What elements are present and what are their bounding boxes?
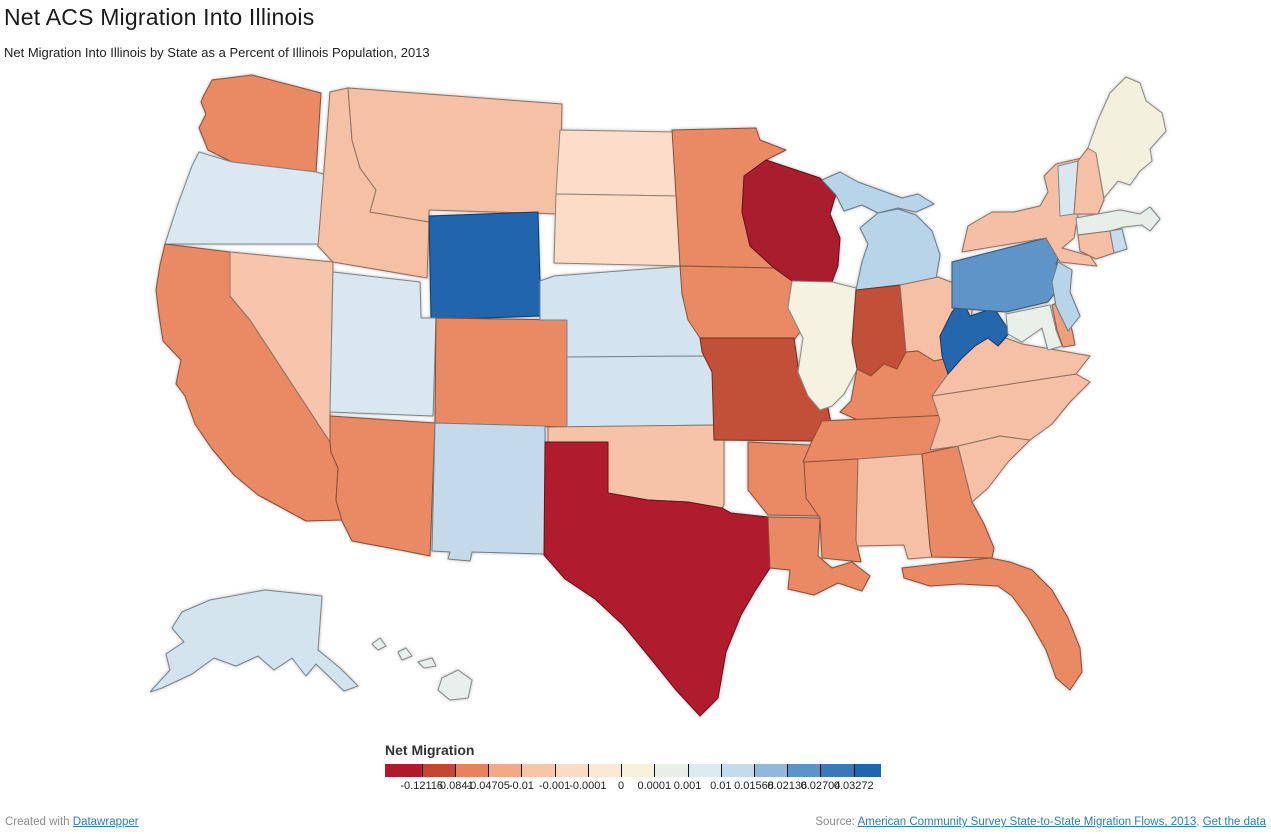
state-AZ[interactable] <box>329 415 436 557</box>
legend-tick-label: -0.12115 <box>400 780 444 792</box>
us-choropleth-map <box>150 74 1167 717</box>
legend-tick-label: -0.0001 <box>569 780 607 792</box>
legend-tick-label: 0.01 <box>710 780 732 792</box>
legend-tick-label: -0.01 <box>508 780 534 792</box>
legend-tick <box>587 764 589 777</box>
state-WY[interactable] <box>428 211 542 321</box>
legend-tick-label: 0.0001 <box>637 780 672 792</box>
legend-tick <box>720 764 722 777</box>
state-AK[interactable] <box>150 589 359 693</box>
state-UT[interactable] <box>329 271 437 417</box>
state-WI[interactable] <box>741 159 841 283</box>
state-NJ[interactable] <box>1051 261 1081 332</box>
legend-tick-label: 0.02704 <box>800 780 841 792</box>
state-MD[interactable] <box>1005 304 1063 351</box>
state-FL[interactable] <box>901 557 1083 691</box>
state-CO[interactable] <box>434 317 568 428</box>
legend-gradient <box>385 764 881 777</box>
legend-tick <box>687 764 689 777</box>
source-line: Source: American Community Survey State-… <box>815 816 1266 828</box>
attribution: Created with Datawrapper <box>5 816 139 828</box>
state-MT[interactable] <box>347 87 563 223</box>
state-IN[interactable] <box>851 284 907 377</box>
state-NC[interactable] <box>929 373 1091 451</box>
legend-tick <box>521 764 523 777</box>
state-KS[interactable] <box>566 355 718 428</box>
state-CT[interactable] <box>1077 230 1115 260</box>
legend-tick <box>454 764 456 777</box>
source-separator: , <box>1196 816 1203 828</box>
state-AL[interactable] <box>855 453 933 560</box>
chart-subtitle: Net Migration Into Illinois by State as … <box>4 45 430 60</box>
legend-tick-label: -0.0841 <box>436 780 474 792</box>
state-ME[interactable] <box>1087 76 1167 199</box>
legend-tick-label: 0.001 <box>673 780 702 792</box>
legend-tick <box>488 764 490 777</box>
chart-header: Net ACS Migration Into Illinois Net Migr… <box>4 4 430 60</box>
states-group <box>150 74 1167 717</box>
state-MI-upper-peninsula[interactable] <box>821 171 935 214</box>
legend-tick <box>654 764 656 777</box>
datawrapper-link[interactable]: Datawrapper <box>72 816 139 828</box>
legend-tick <box>754 764 756 777</box>
chart-footer: Created with Datawrapper Source: America… <box>0 816 1271 828</box>
state-IA[interactable] <box>679 265 801 341</box>
map-legend: Net Migration -0.12115 -0.0841 -0.04705 -0.… <box>385 742 881 794</box>
state-HI-oahu[interactable] <box>397 647 413 661</box>
legend-title: Net Migration <box>385 742 475 758</box>
legend-tick <box>621 764 623 777</box>
legend-tick <box>787 764 789 777</box>
state-SD[interactable] <box>553 193 687 267</box>
legend-tick <box>820 764 822 777</box>
state-HI-big-island[interactable] <box>437 669 473 701</box>
state-HI-kauai[interactable] <box>371 637 387 651</box>
get-data-link[interactable]: Get the data <box>1202 816 1266 828</box>
state-MI[interactable] <box>855 208 941 291</box>
state-NM[interactable] <box>431 422 546 562</box>
state-LA[interactable] <box>767 516 871 596</box>
legend-tick-label: 0 <box>618 780 625 792</box>
legend-color-bar <box>385 764 881 777</box>
state-ND[interactable] <box>555 129 681 197</box>
legend-tick <box>421 764 423 777</box>
legend-tick-label: 0.02136 <box>767 780 808 792</box>
page-title: Net ACS Migration Into Illinois <box>4 4 315 30</box>
legend-tick <box>853 764 855 777</box>
state-RI[interactable] <box>1109 228 1128 254</box>
created-with-text: Created with <box>5 816 73 828</box>
state-TX[interactable] <box>543 441 771 717</box>
legend-tick-label: 0.03272 <box>833 780 874 792</box>
source-label: Source: <box>815 816 858 828</box>
legend-tick-label: 0.01568 <box>734 780 774 792</box>
state-HI-maui[interactable] <box>417 657 437 669</box>
legend-tick-label: -0.001 <box>539 780 571 792</box>
legend-tick <box>554 764 556 777</box>
source-link[interactable]: American Community Survey State-to-State… <box>857 816 1197 828</box>
legend-tick-label: -0.04705 <box>466 780 510 792</box>
legend-tick-labels: -0.12115 -0.0841 -0.04705 -0.01 -0.001 -0.000… <box>385 780 881 794</box>
